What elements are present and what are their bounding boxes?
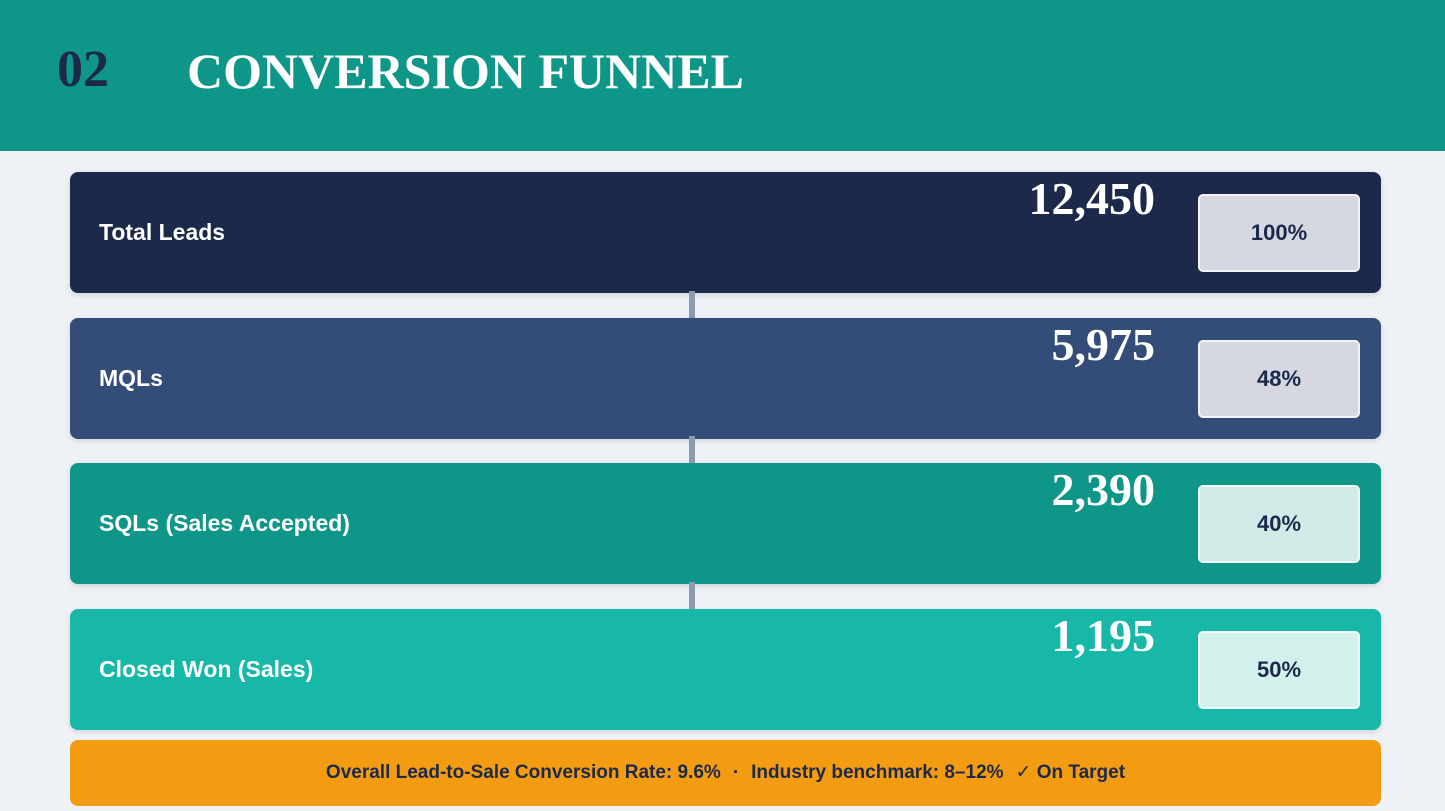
stage-label: SQLs (Sales Accepted) (99, 510, 350, 536)
summary-text: · (732, 762, 740, 783)
stage-count: 2,390 (1051, 464, 1156, 515)
stage-label: MQLs (99, 364, 163, 391)
summary-text: Overall Lead-to-Sale Conversion Rate: 9.… (325, 762, 721, 783)
connector (689, 290, 695, 321)
header: 02 CONVERSION FUNNEL (0, 0, 1445, 151)
stage-label: Closed Won (Sales) (99, 655, 314, 682)
funnel-stage: MQLs 5,975 48% (70, 317, 1381, 439)
summary-text: ✓ On Target (1015, 762, 1126, 783)
stage-rate: 100% (1198, 194, 1360, 272)
summary-text: Industry benchmark: 8–12% (751, 762, 1004, 783)
stage-count: 1,195 (1051, 609, 1156, 661)
connector (689, 436, 695, 466)
funnel-stage: SQLs (Sales Accepted) 2,390 40% (70, 463, 1381, 584)
stage-count: 5,975 (1051, 318, 1156, 370)
connector (689, 581, 695, 612)
stage-count: 12,450 (1028, 173, 1156, 224)
stage-rate: 50% (1198, 630, 1360, 709)
funnel-stage: Total Leads 12,450 100% (70, 172, 1381, 293)
summary-bar: Overall Lead-to-Sale Conversion Rate: 9.… (70, 740, 1381, 806)
stage-label: Total Leads (99, 219, 226, 245)
section-number: 02 (57, 41, 109, 98)
stage-rate: 48% (1198, 339, 1360, 418)
section-title: CONVERSION FUNNEL (187, 43, 745, 99)
funnel-stage: Closed Won (Sales) 1,195 50% (70, 608, 1381, 730)
stage-rate: 40% (1198, 485, 1360, 563)
